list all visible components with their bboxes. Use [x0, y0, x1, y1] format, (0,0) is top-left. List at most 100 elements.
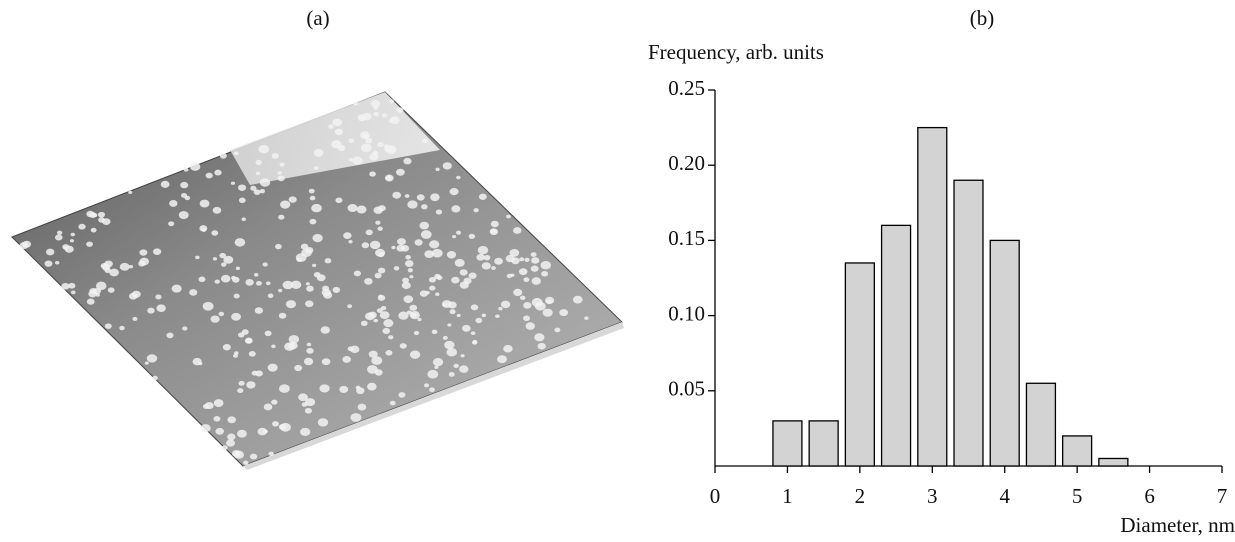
afm-bump: [456, 230, 462, 235]
afm-bump: [572, 295, 583, 304]
afm-bump: [69, 239, 75, 243]
afm-bump: [238, 197, 246, 203]
afm-bump: [489, 228, 499, 236]
afm-bump: [152, 375, 158, 381]
afm-bump: [288, 196, 297, 203]
afm-bump: [422, 138, 428, 144]
afm-bump: [128, 292, 138, 300]
afm-bump: [213, 416, 221, 422]
afm-bump: [444, 340, 455, 350]
afm-bump: [305, 300, 314, 308]
afm-bump: [402, 277, 409, 284]
afm-bump: [481, 313, 487, 318]
afm-bump: [409, 311, 420, 320]
bar: [917, 126, 948, 467]
afm-bump: [435, 209, 443, 215]
afm-bump: [510, 273, 515, 277]
afm-bump: [361, 242, 370, 249]
x-tick-label: 4: [999, 484, 1010, 508]
afm-bump: [277, 171, 282, 175]
afm-bump: [253, 189, 261, 195]
afm-bump: [343, 232, 352, 239]
afm-bump: [378, 252, 385, 258]
afm-bump: [98, 217, 105, 223]
afm-bump: [398, 311, 409, 320]
afm-bump: [243, 460, 249, 465]
afm-ridge: [230, 92, 440, 185]
afm-bump: [139, 249, 148, 256]
afm-bump: [308, 188, 315, 194]
afm-bump: [300, 427, 311, 437]
afm-bump: [524, 257, 530, 262]
afm-bump: [451, 205, 461, 213]
afm-bump: [404, 260, 414, 267]
afm-bump: [483, 254, 491, 261]
afm-bump: [368, 350, 378, 358]
y-tick-label: 0.20: [668, 151, 705, 175]
afm-bump: [213, 399, 224, 407]
afm-bump: [370, 100, 381, 108]
y-tick-label: 0.10: [668, 301, 705, 325]
afm-bump: [231, 312, 241, 321]
afm-bump: [301, 248, 312, 257]
afm-bump: [309, 218, 317, 225]
afm-bump: [254, 307, 264, 314]
y-tick-label: 0.15: [668, 226, 705, 250]
afm-bump: [225, 439, 236, 447]
afm-bump: [459, 269, 468, 276]
afm-bump: [347, 346, 354, 352]
afm-bump: [468, 233, 476, 239]
afm-bump: [248, 351, 256, 357]
afm-bump: [45, 248, 55, 256]
afm-bump: [233, 450, 244, 459]
afm-bump: [119, 262, 130, 271]
afm-bump: [319, 384, 330, 393]
afm-bump: [446, 348, 458, 357]
afm-bump: [212, 257, 218, 261]
afm-bump: [199, 199, 210, 208]
afm-bump: [218, 311, 225, 317]
afm-bump: [390, 116, 400, 125]
afm-bump: [249, 453, 258, 460]
afm-bump: [379, 311, 390, 320]
afm-bump: [531, 257, 540, 264]
afm-bump: [335, 197, 343, 204]
afm-bump: [395, 168, 405, 176]
afm-bump: [189, 162, 201, 171]
afm-bump: [498, 306, 503, 311]
afm-bump: [182, 326, 188, 331]
afm-bump: [353, 101, 359, 106]
panel-label: (a): [306, 6, 329, 30]
afm-bump: [427, 369, 439, 379]
afm-bump: [559, 309, 569, 317]
afm-bump: [367, 382, 377, 391]
afm-bump: [456, 175, 461, 180]
afm-bump: [388, 335, 394, 340]
afm-bump: [537, 342, 546, 350]
afm-bump: [371, 356, 383, 365]
afm-bump: [362, 133, 370, 139]
afm-bump: [473, 208, 479, 213]
afm-bump: [398, 392, 406, 398]
afm-bump: [432, 357, 444, 367]
afm-bump: [490, 220, 499, 228]
bar: [1098, 457, 1129, 467]
afm-bump: [460, 354, 465, 358]
afm-bump: [530, 252, 537, 258]
afm-bump: [288, 335, 300, 344]
afm-bump: [221, 445, 228, 451]
afm-bump: [238, 380, 245, 386]
afm-bump: [264, 330, 272, 337]
afm-bump: [100, 263, 108, 269]
afm-bump: [541, 271, 549, 277]
afm-bump: [518, 268, 528, 276]
afm-bump: [278, 288, 283, 293]
afm-bump: [409, 275, 414, 279]
afm-bump: [282, 280, 294, 290]
afm-bump: [56, 230, 63, 235]
afm-bump: [500, 300, 511, 309]
afm-bump: [138, 260, 146, 267]
afm-bump: [168, 221, 175, 227]
afm-bump: [271, 399, 278, 405]
afm-bump: [303, 357, 314, 366]
